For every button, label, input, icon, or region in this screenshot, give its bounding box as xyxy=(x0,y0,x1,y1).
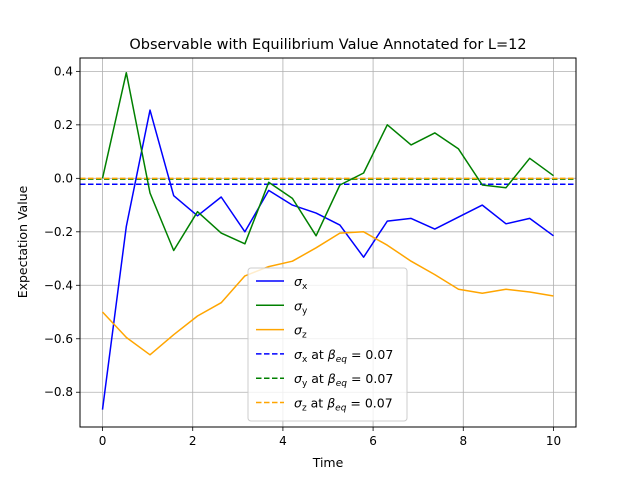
series-lines xyxy=(101,71,554,410)
y-tick-label: 0.4 xyxy=(54,64,73,78)
x-tick-label: 6 xyxy=(369,434,377,448)
legend-label: σz at βeq = 0.07 xyxy=(294,396,393,414)
y-tick-label: −0.4 xyxy=(44,278,73,292)
y-tick-label: −0.8 xyxy=(44,385,73,399)
legend-label: σx xyxy=(294,274,308,292)
y-tick-label: −0.6 xyxy=(44,332,73,346)
y-axis-ticks: −0.8 −0.6 −0.4 −0.2 0.0 0.2 0.4 xyxy=(44,64,80,399)
legend-label: σy xyxy=(294,298,308,316)
chart-title: Observable with Equilibrium Value Annota… xyxy=(129,37,526,53)
plot-frame xyxy=(79,57,577,428)
y-tick-label: −0.2 xyxy=(44,225,73,239)
x-tick-label: 4 xyxy=(279,434,287,448)
series-line xyxy=(101,71,554,252)
legend-label: σy at βeq = 0.07 xyxy=(294,371,393,389)
y-tick-label: 0.2 xyxy=(54,118,73,132)
series-line xyxy=(101,231,554,356)
x-tick-label: 2 xyxy=(189,434,197,448)
x-axis-ticks: 0 2 4 6 8 10 xyxy=(99,427,561,448)
legend-label: σx at βeq = 0.07 xyxy=(294,347,393,365)
series-line xyxy=(101,109,554,410)
x-tick-label: 0 xyxy=(99,434,107,448)
equilibrium-lines xyxy=(80,177,576,185)
x-tick-label: 8 xyxy=(459,434,467,448)
legend-label: σz xyxy=(294,323,307,341)
legend: σx σy σz σx at βeq = 0.07 σy at βeq = 0.07 σz… xyxy=(247,267,408,422)
y-axis-label: Expectation Value xyxy=(15,185,30,298)
y-tick-label: 0.0 xyxy=(54,171,73,185)
legend-box xyxy=(247,267,408,422)
x-axis-label: Time xyxy=(312,455,344,470)
x-tick-label: 10 xyxy=(546,434,561,448)
